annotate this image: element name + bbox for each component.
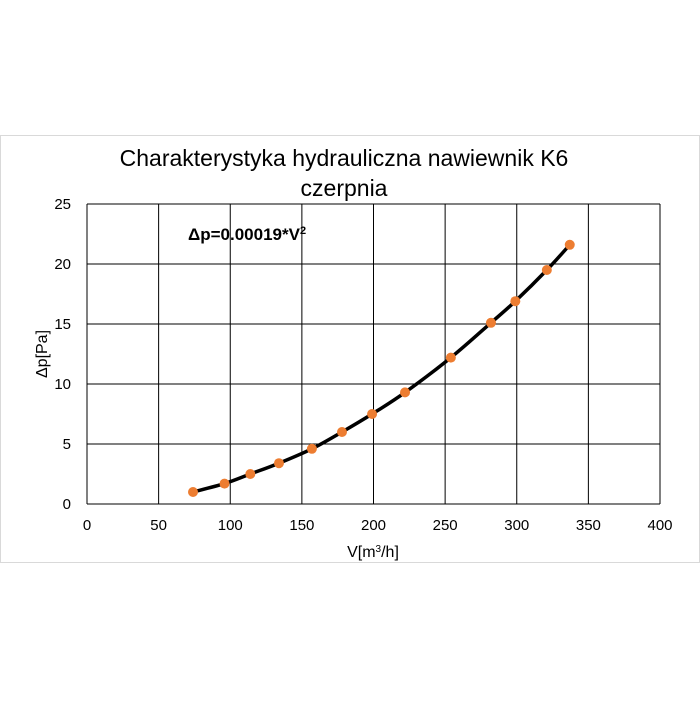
y-tick-label-0: 0	[63, 496, 71, 513]
x-tick-label-3: 150	[289, 517, 314, 534]
data-point-4	[306, 443, 317, 454]
chart-title-line-2: czerpnia	[301, 175, 388, 201]
chart-title-line-1: Charakterystyka hydrauliczna nawiewnik K…	[120, 145, 569, 171]
data-point-3	[273, 458, 284, 469]
data-point-10	[510, 296, 521, 307]
tick-labels: 0 50 100 150 200 250 300 350 400 0 5 10 15 20 25	[54, 196, 672, 534]
y-tick-label-5: 25	[54, 196, 71, 213]
data-point-5	[336, 427, 347, 437]
chart-frame	[0, 135, 700, 563]
data-point-6	[367, 409, 378, 419]
y-tick-label-4: 20	[54, 256, 71, 273]
data-point-9	[485, 317, 496, 328]
data-point-7	[400, 387, 411, 398]
y-tick-label-1: 5	[63, 436, 71, 453]
x-tick-label-4: 200	[361, 517, 386, 534]
y-axis-title: Δp[Pa]	[34, 330, 51, 378]
x-tick-label-6: 300	[504, 517, 529, 534]
fit-equation-annotation: Δp=0.00019*V2	[188, 225, 306, 244]
y-tick-label-2: 10	[54, 376, 71, 393]
x-axis-title-sup: 3	[376, 544, 382, 555]
x-axis-title-prefix: V[m	[347, 544, 375, 561]
fit-equation-sup: 2	[300, 225, 306, 237]
data-point-8	[445, 352, 456, 363]
x-tick-label-5: 250	[433, 517, 458, 534]
x-axis-title: V[m3/h]	[347, 544, 399, 562]
grid-layer	[86, 203, 661, 505]
x-axis-title-suffix: /h]	[381, 544, 399, 561]
data-points	[188, 239, 575, 497]
data-point-12	[564, 239, 575, 250]
x-tick-label-0: 0	[83, 517, 91, 534]
x-tick-label-2: 100	[218, 517, 243, 534]
data-point-11	[541, 265, 552, 275]
x-tick-label-7: 350	[576, 517, 601, 534]
data-point-1	[219, 478, 230, 489]
data-point-0	[188, 487, 199, 497]
fit-equation-prefix: Δp=0.00019*V	[188, 225, 301, 244]
y-tick-label-3: 15	[54, 316, 71, 333]
x-tick-label-8: 400	[647, 517, 672, 534]
x-tick-label-1: 50	[150, 517, 167, 534]
data-point-2	[245, 469, 256, 479]
